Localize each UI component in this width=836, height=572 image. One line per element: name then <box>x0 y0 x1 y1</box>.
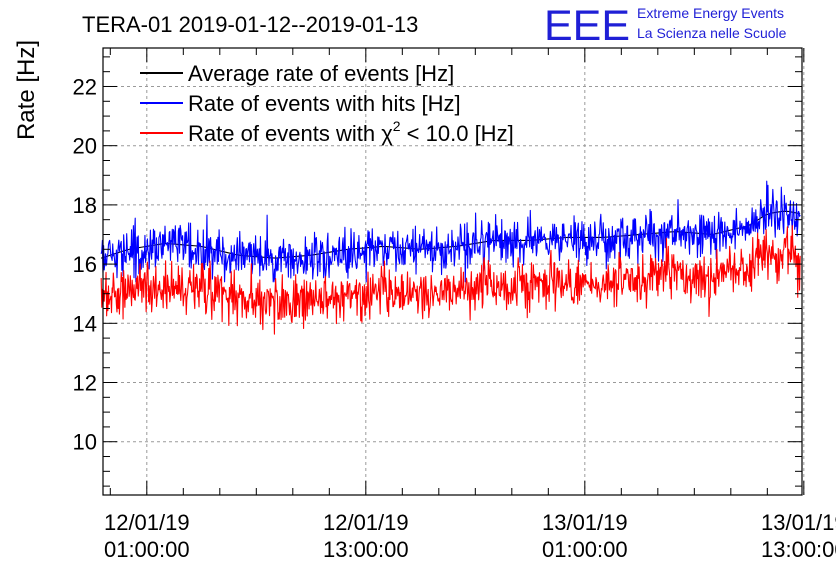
eee-logo: EEE Extreme Energy Events La Scienza nel… <box>544 2 787 50</box>
legend-label-average: Average rate of events [Hz] <box>188 61 454 86</box>
legend-label-main: Average rate of events [Hz] <box>188 61 454 86</box>
eee-logo-mark: EEE <box>544 2 630 50</box>
x-tick-label-time: 01:00:00 <box>104 537 190 562</box>
series-chi2 <box>100 225 801 335</box>
tick-layer <box>103 48 805 495</box>
x-tick-label-date: 13/01/19 <box>542 510 628 535</box>
legend-label-main: Rate of events with χ <box>188 121 393 146</box>
legend: Average rate of events [Hz] Rate of event… <box>140 61 514 146</box>
y-tick-label: 14 <box>73 311 97 336</box>
grid-layer <box>103 48 805 495</box>
y-tick-label: 22 <box>73 74 97 99</box>
y-tick-label: 20 <box>73 134 97 159</box>
x-tick-label-time: 13:00:00 <box>761 537 836 562</box>
y-tick-label: 18 <box>73 193 97 218</box>
y-tick-label: 10 <box>73 430 97 455</box>
x-tick-label-time: 01:00:00 <box>542 537 628 562</box>
eee-logo-line2: La Scienza nelle Scuole <box>637 25 787 41</box>
legend-label-tail: < 10.0 [Hz] <box>401 121 514 146</box>
legend-label-main: Rate of events with hits [Hz] <box>188 91 461 116</box>
chart-title: TERA-01 2019-01-12--2019-01-13 <box>82 12 418 37</box>
x-tick-label-date: 12/01/19 <box>323 510 409 535</box>
eee-logo-line1: Extreme Energy Events <box>637 5 784 21</box>
y-tick-label: 12 <box>73 371 97 396</box>
tick-label-layer: 1012141618202212/01/1901:00:0012/01/1913… <box>73 74 836 562</box>
legend-label-sup: 2 <box>393 118 401 134</box>
series-layer <box>100 180 801 335</box>
series-hits <box>100 180 801 283</box>
x-tick-label-time: 13:00:00 <box>323 537 409 562</box>
x-tick-label-date: 12/01/19 <box>104 510 190 535</box>
y-tick-label: 16 <box>73 252 97 277</box>
y-axis-label: Rate [Hz] <box>13 40 40 140</box>
legend-label-hits: Rate of events with hits [Hz] <box>188 91 461 116</box>
legend-label-chi2: Rate of events with χ2 < 10.0 [Hz] <box>188 118 514 146</box>
plot-frame <box>102 47 803 496</box>
x-tick-label-date: 13/01/19 <box>761 510 836 535</box>
